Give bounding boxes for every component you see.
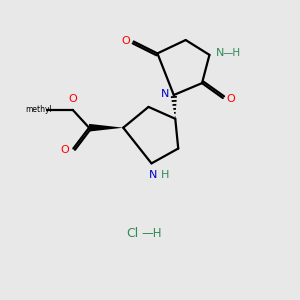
Text: N: N: [161, 89, 169, 99]
Text: H: H: [161, 170, 169, 180]
Text: methyl: methyl: [25, 105, 52, 114]
Text: —H: —H: [223, 48, 241, 59]
Text: N: N: [149, 170, 157, 180]
Text: O: O: [68, 94, 77, 104]
Text: O: O: [121, 36, 130, 46]
Text: Cl: Cl: [126, 227, 138, 240]
Text: O: O: [227, 94, 236, 104]
Text: —H: —H: [141, 227, 162, 240]
Text: N: N: [216, 48, 224, 59]
Text: O: O: [60, 145, 69, 155]
Polygon shape: [89, 124, 123, 132]
